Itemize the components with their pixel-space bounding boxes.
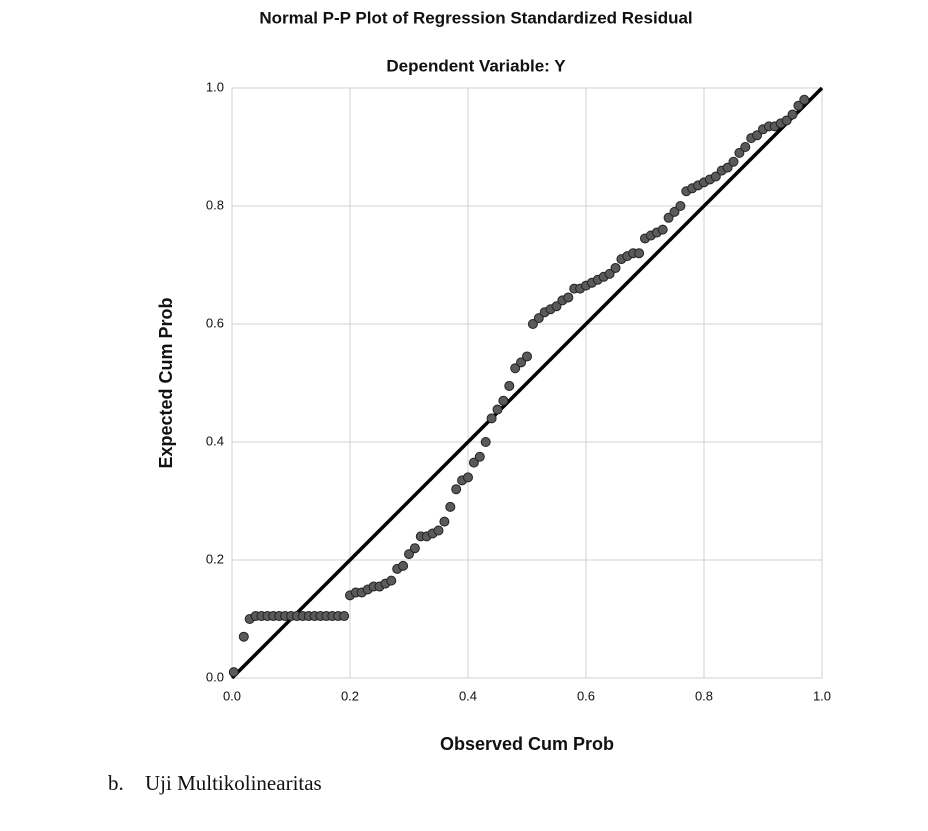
page: Normal P-P Plot of Regression Standardiz…: [0, 0, 928, 831]
point: [340, 612, 349, 621]
point: [493, 405, 502, 414]
x-tick-label: 0.8: [695, 688, 713, 703]
chart-subtitle: Dependent Variable: Y: [386, 56, 566, 75]
x-tick-label: 0.0: [223, 688, 241, 703]
section-heading: Uji Multikolinearitas: [145, 771, 322, 795]
x-tick-label: 1.0: [813, 688, 831, 703]
point: [434, 526, 443, 535]
point: [611, 263, 620, 272]
point: [399, 561, 408, 570]
x-axis-label: Observed Cum Prob: [440, 734, 614, 754]
point: [481, 438, 490, 447]
point: [523, 352, 532, 361]
point: [499, 396, 508, 405]
y-tick-label: 0.2: [206, 551, 224, 566]
point: [564, 293, 573, 302]
chart: Normal P-P Plot of Regression Standardiz…: [0, 0, 928, 831]
point: [505, 381, 514, 390]
chart-title: Normal P-P Plot of Regression Standardiz…: [259, 8, 692, 27]
point: [487, 414, 496, 423]
point: [635, 249, 644, 258]
item-marker: b.: [108, 771, 124, 795]
point: [387, 576, 396, 585]
x-tick-label: 0.6: [577, 688, 595, 703]
point: [410, 544, 419, 553]
y-tick-label: 0.8: [206, 197, 224, 212]
point: [800, 95, 809, 104]
x-tick-label: 0.2: [341, 688, 359, 703]
y-tick-label: 0.0: [206, 669, 224, 684]
point: [729, 157, 738, 166]
y-tick-label: 0.6: [206, 315, 224, 330]
y-tick-label: 0.4: [206, 433, 224, 448]
point: [446, 502, 455, 511]
y-axis-label: Expected Cum Prob: [156, 297, 176, 468]
y-tick-label: 1.0: [206, 79, 224, 94]
point: [788, 110, 797, 119]
point: [741, 143, 750, 152]
point: [229, 668, 238, 677]
point: [676, 202, 685, 211]
point: [475, 452, 484, 461]
point: [440, 517, 449, 526]
point: [239, 632, 248, 641]
x-tick-label: 0.4: [459, 688, 477, 703]
point: [464, 473, 473, 482]
point: [658, 225, 667, 234]
point: [452, 485, 461, 494]
